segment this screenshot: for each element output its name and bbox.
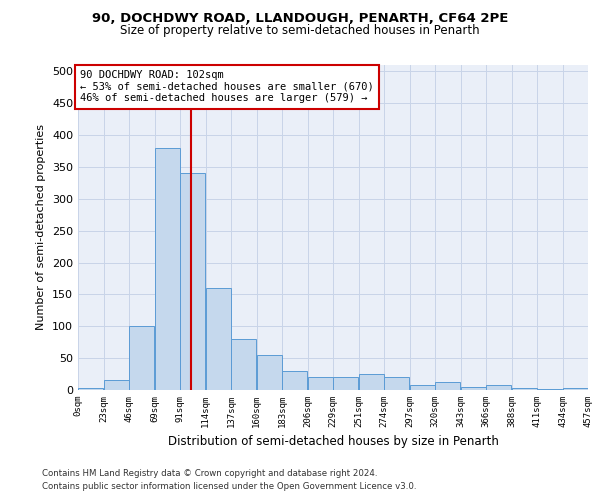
- Bar: [308, 378, 333, 390]
- Bar: [333, 378, 358, 390]
- Text: Contains public sector information licensed under the Open Government Licence v3: Contains public sector information licen…: [42, 482, 416, 491]
- Bar: [486, 385, 511, 390]
- Bar: [359, 374, 384, 390]
- Bar: [435, 382, 460, 390]
- Bar: [563, 388, 588, 390]
- Text: Size of property relative to semi-detached houses in Penarth: Size of property relative to semi-detach…: [120, 24, 480, 37]
- Bar: [155, 148, 180, 390]
- Bar: [104, 380, 129, 390]
- Bar: [78, 388, 103, 390]
- Text: 90 DOCHDWY ROAD: 102sqm
← 53% of semi-detached houses are smaller (670)
46% of s: 90 DOCHDWY ROAD: 102sqm ← 53% of semi-de…: [80, 70, 374, 103]
- Bar: [231, 339, 256, 390]
- Y-axis label: Number of semi-detached properties: Number of semi-detached properties: [37, 124, 46, 330]
- Text: 90, DOCHDWY ROAD, LLANDOUGH, PENARTH, CF64 2PE: 90, DOCHDWY ROAD, LLANDOUGH, PENARTH, CF…: [92, 12, 508, 26]
- Bar: [410, 385, 435, 390]
- Text: Contains HM Land Registry data © Crown copyright and database right 2024.: Contains HM Land Registry data © Crown c…: [42, 468, 377, 477]
- Bar: [129, 326, 154, 390]
- Bar: [206, 288, 231, 390]
- X-axis label: Distribution of semi-detached houses by size in Penarth: Distribution of semi-detached houses by …: [167, 436, 499, 448]
- Bar: [257, 355, 282, 390]
- Bar: [512, 388, 537, 390]
- Bar: [384, 378, 409, 390]
- Bar: [282, 371, 307, 390]
- Bar: [180, 174, 205, 390]
- Bar: [461, 387, 486, 390]
